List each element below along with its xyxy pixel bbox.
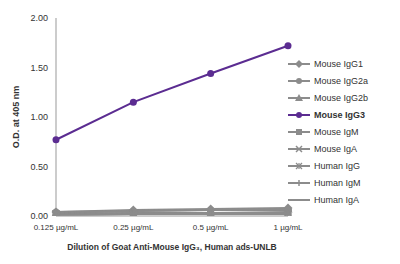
html-text:Mouse IgG2a: Mouse IgG2a (314, 76, 368, 86)
svg-text:1.50: 1.50 (30, 63, 48, 73)
svg-text:0.5 µg/mL: 0.5 µg/mL (193, 223, 229, 232)
svg-text:0.125 µg/mL: 0.125 µg/mL (34, 223, 79, 232)
html-text:Human IgG: Human IgG (314, 161, 360, 171)
html-text:Human IgA: Human IgA (314, 195, 359, 205)
html-text:Human IgM: Human IgM (314, 178, 361, 188)
svg-text:0.25 µg/mL: 0.25 µg/mL (113, 223, 154, 232)
svg-text:2.00: 2.00 (30, 13, 48, 23)
svg-text:O.D. at 405 nm: O.D. at 405 nm (11, 86, 21, 149)
svg-text:1.00: 1.00 (30, 112, 48, 122)
svg-text:0.00: 0.00 (30, 211, 48, 221)
svg-text:0.50: 0.50 (30, 162, 48, 172)
svg-text:1 µg/mL: 1 µg/mL (273, 223, 303, 232)
html-text:Mouse IgA: Mouse IgA (314, 144, 357, 154)
html-text:Mouse IgM: Mouse IgM (314, 127, 359, 137)
html-text:Mouse IgG1: Mouse IgG1 (314, 59, 363, 69)
html-text:Mouse IgG2b: Mouse IgG2b (314, 93, 368, 103)
svg-text:Dilution of Goat Anti-Mouse Ig: Dilution of Goat Anti-Mouse IgG₃, Human … (67, 242, 277, 252)
html-text:Mouse IgG3: Mouse IgG3 (314, 110, 365, 120)
